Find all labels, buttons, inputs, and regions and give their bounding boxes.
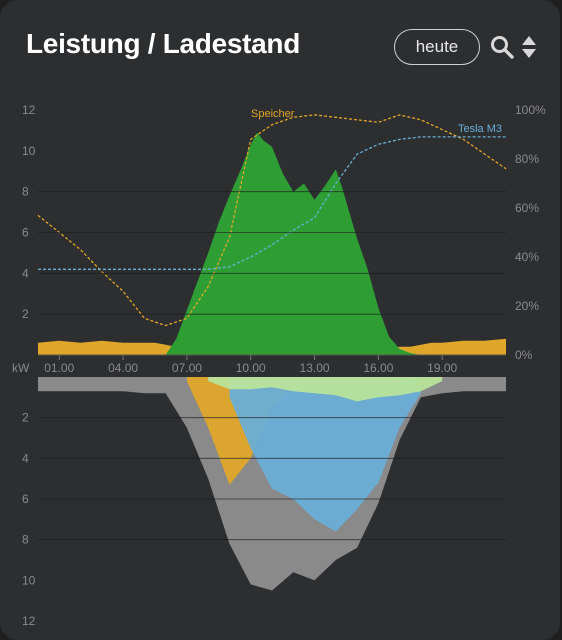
y-right-tick-0: 0%	[515, 348, 533, 362]
car-line-label: Tesla M3	[458, 123, 502, 135]
x-tick-01.00: 01.00	[44, 361, 74, 375]
x-tick-04.00: 04.00	[108, 361, 138, 375]
y-right-tick-80: 80%	[515, 152, 539, 166]
y-tick-top-4: 4	[22, 266, 29, 280]
storage-line-label: Speicher	[251, 108, 295, 120]
pv-generation-area	[165, 132, 421, 355]
x-tick-10.00: 10.00	[236, 361, 266, 375]
y-tick-top-12: 12	[22, 103, 36, 117]
sort-updown-icon[interactable]	[519, 34, 539, 60]
battery-charge-area	[208, 377, 443, 402]
bottom-panel	[38, 377, 506, 591]
y-right-tick-100: 100%	[515, 103, 546, 117]
page-title: Leistung / Ladestand	[26, 28, 301, 59]
search-icon[interactable]	[489, 34, 515, 60]
top-panel	[37, 114, 507, 355]
y-tick-top-8: 8	[22, 185, 29, 199]
y-tick-top-6: 6	[22, 226, 29, 240]
x-tick-13.00: 13.00	[300, 361, 330, 375]
today-button[interactable]: heute	[394, 29, 480, 65]
y-unit-label: kW	[12, 361, 30, 375]
y-right-tick-60: 60%	[515, 201, 539, 215]
y-tick-bottom-4: 4	[22, 451, 29, 465]
x-tick-16.00: 16.00	[363, 361, 393, 375]
car-soc-line	[38, 136, 506, 270]
y-right-tick-40: 40%	[515, 250, 539, 264]
y-tick-bottom-6: 6	[22, 492, 29, 506]
y-tick-bottom-12: 12	[22, 614, 36, 628]
axes: 2 4 6 8 10 12 0% 20% 40% 60% 80% 100% 2 4 6 8 10 12 01.00 0…	[22, 103, 546, 628]
house-consumption-area	[229, 377, 421, 532]
y-tick-bottom-8: 8	[22, 533, 29, 547]
y-right-tick-20: 20%	[515, 299, 539, 313]
y-tick-top-2: 2	[22, 307, 29, 321]
x-tick-19.00: 19.00	[427, 361, 457, 375]
storage-soc-line	[37, 114, 507, 327]
y-tick-top-10: 10	[22, 144, 36, 158]
x-tick-07.00: 07.00	[172, 361, 202, 375]
y-tick-bottom-10: 10	[22, 573, 36, 587]
y-tick-bottom-2: 2	[22, 411, 29, 425]
